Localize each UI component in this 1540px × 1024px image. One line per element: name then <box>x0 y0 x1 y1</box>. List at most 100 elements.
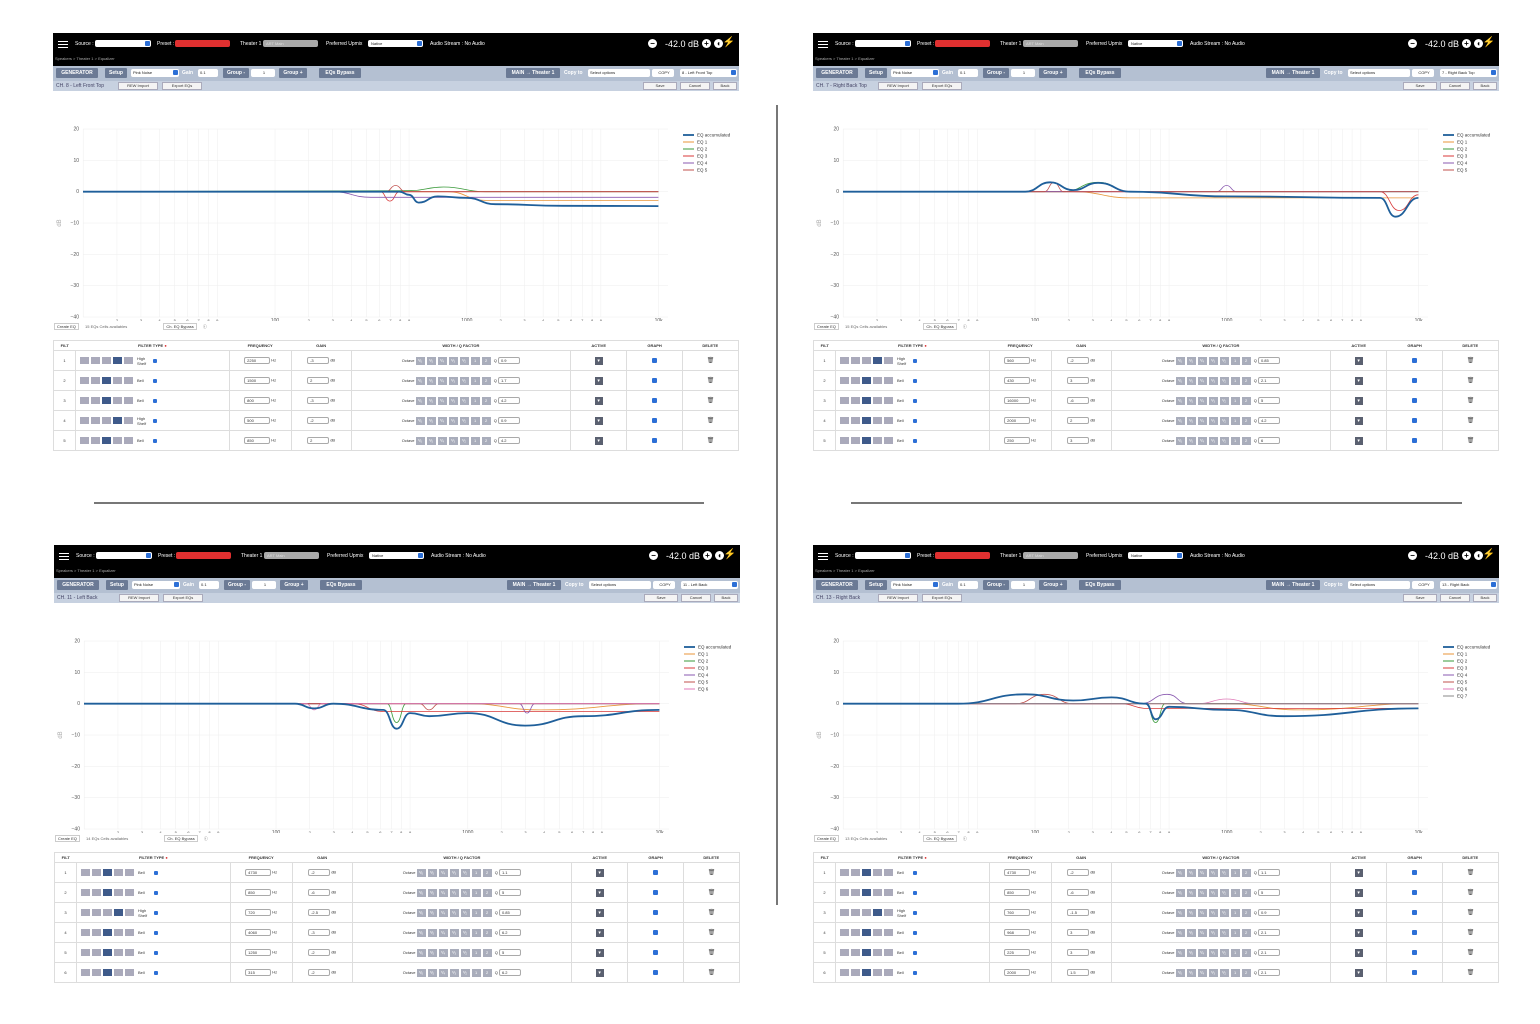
filter-type-icon[interactable] <box>850 417 860 424</box>
gain-input[interactable]: -2.5 <box>308 909 331 916</box>
octave-option[interactable]: ⅟₂ <box>1219 376 1229 385</box>
filter-type-icon[interactable] <box>124 909 134 916</box>
q-input[interactable]: 2.1 <box>1257 949 1280 956</box>
q-input[interactable]: 5 <box>1257 889 1280 896</box>
frequency-input[interactable]: 315 <box>245 969 272 976</box>
octave-option[interactable]: ⅟₂ <box>460 888 470 897</box>
trash-icon[interactable]: 🗑 <box>1466 438 1475 444</box>
copy-button[interactable]: COPY <box>653 581 675 589</box>
octave-option[interactable]: ⅟₃ <box>1208 356 1218 365</box>
q-input[interactable]: 1.1 <box>1257 869 1280 876</box>
octave-option[interactable]: ⅟₃ <box>449 928 459 937</box>
octave-option[interactable]: 1 <box>1230 948 1240 957</box>
group-minus-button[interactable]: Group - <box>983 580 1009 590</box>
filter-type-icon[interactable] <box>113 889 123 896</box>
filter-type-icon[interactable] <box>80 969 90 976</box>
octave-option[interactable]: 2 <box>482 948 492 957</box>
q-input[interactable]: 4.2 <box>1257 417 1280 424</box>
frequency-input[interactable]: 760 <box>1004 909 1031 916</box>
octave-option[interactable]: ⅟₄ <box>1197 356 1207 365</box>
noise-select[interactable]: Pink Noise <box>891 69 939 77</box>
octave-option[interactable]: ⅟₆ <box>416 908 426 917</box>
q-input[interactable]: 1.1 <box>498 869 521 876</box>
q-input[interactable]: 2.1 <box>1257 929 1280 936</box>
save-button[interactable]: Save <box>644 594 678 602</box>
info-icon[interactable] <box>152 418 157 423</box>
octave-option[interactable]: ⅟₆ <box>1175 948 1185 957</box>
group-minus-button[interactable]: Group - <box>224 580 250 590</box>
volume-down-icon[interactable]: − <box>648 39 657 48</box>
filter-type-icon[interactable] <box>80 889 90 896</box>
gain-input[interactable]: -2 <box>308 949 331 956</box>
octave-option[interactable]: ⅟₃ <box>448 396 458 405</box>
filter-type-icon[interactable] <box>883 357 893 364</box>
filter-type-icon[interactable] <box>79 377 89 384</box>
filter-type-icon[interactable] <box>113 929 123 936</box>
octave-option[interactable]: ⅟₆ <box>1175 908 1185 917</box>
octave-option[interactable]: ⅟₅ <box>1186 376 1196 385</box>
octave-option[interactable]: ⅟₄ <box>438 908 448 917</box>
volume-down-icon[interactable]: − <box>1408 551 1417 560</box>
octave-option[interactable]: ⅟₅ <box>426 416 436 425</box>
octave-option[interactable]: ⅟₂ <box>460 928 470 937</box>
setup-button[interactable]: Setup <box>106 580 128 590</box>
info-icon[interactable] <box>912 418 917 423</box>
theater-select[interactable]: ART Main <box>1023 40 1078 47</box>
filter-type-icon[interactable] <box>839 969 849 976</box>
graph-checkbox[interactable] <box>1412 929 1418 935</box>
octave-option[interactable]: ⅟₆ <box>416 948 426 957</box>
filter-type-icon[interactable] <box>102 949 112 956</box>
q-input[interactable]: 1.7 <box>497 377 520 384</box>
eq-bypass-button[interactable]: EQs Bypass <box>319 68 361 78</box>
octave-option[interactable]: 1 <box>1230 416 1240 425</box>
octave-option[interactable]: 1 <box>471 908 481 917</box>
octave-option[interactable]: ⅟₂ <box>459 416 469 425</box>
filter-type-icon[interactable] <box>80 929 90 936</box>
q-input[interactable]: 6 <box>1257 437 1280 444</box>
generator-button[interactable]: GENERATOR <box>816 580 858 590</box>
filter-type-icon[interactable] <box>124 949 134 956</box>
active-toggle[interactable]: ▾ <box>594 356 603 365</box>
q-input[interactable]: 6.2 <box>498 929 521 936</box>
octave-option[interactable]: 2 <box>1241 968 1251 977</box>
octave-option[interactable]: ⅟₄ <box>1197 888 1207 897</box>
setup-button[interactable]: Setup <box>865 68 887 78</box>
filter-type-icon[interactable] <box>861 949 871 956</box>
octave-option[interactable]: ⅟₄ <box>1197 968 1207 977</box>
filter-type-icon[interactable] <box>850 377 860 384</box>
graph-checkbox[interactable] <box>1412 357 1418 363</box>
filter-type-icon[interactable] <box>861 357 871 364</box>
octave-option[interactable]: ⅟₆ <box>1175 868 1185 877</box>
octave-option[interactable]: ⅟₄ <box>437 376 447 385</box>
active-toggle[interactable]: ▾ <box>1354 888 1363 897</box>
graph-checkbox[interactable] <box>652 377 658 383</box>
octave-option[interactable]: ⅟₂ <box>1219 416 1229 425</box>
octave-option[interactable]: 1 <box>471 968 481 977</box>
trash-icon[interactable]: 🗑 <box>1466 870 1475 876</box>
theater-select[interactable]: ART Main <box>264 552 319 559</box>
filter-type-icon[interactable] <box>861 929 871 936</box>
graph-checkbox[interactable] <box>653 909 659 915</box>
octave-option[interactable]: ⅟₄ <box>1197 868 1207 877</box>
q-input[interactable]: 2.1 <box>1257 377 1280 384</box>
trash-icon[interactable]: 🗑 <box>1466 418 1475 424</box>
frequency-input[interactable]: 720 <box>245 909 272 916</box>
octave-option[interactable]: ⅟₅ <box>1186 416 1196 425</box>
info-icon[interactable] <box>912 910 917 915</box>
octave-option[interactable]: 2 <box>481 436 491 445</box>
channel-bypass-button[interactable]: Ch. EQ Bypass <box>923 835 957 842</box>
active-toggle[interactable]: ▾ <box>595 868 604 877</box>
create-eq-button[interactable]: Create EQ <box>814 323 839 330</box>
q-input[interactable]: 0.85 <box>498 909 521 916</box>
filter-type-icon[interactable] <box>872 929 882 936</box>
octave-option[interactable]: 2 <box>481 396 491 405</box>
filter-type-icon[interactable] <box>102 869 112 876</box>
gain-input[interactable]: 1.5 <box>1067 969 1090 976</box>
setup-button[interactable]: Setup <box>865 580 887 590</box>
filter-type-icon[interactable] <box>124 889 134 896</box>
breadcrumb[interactable]: Speakers > Theater 1 > Equalizer <box>815 56 875 61</box>
frequency-input[interactable]: 4730 <box>1004 869 1031 876</box>
octave-option[interactable]: ⅟₂ <box>1219 868 1229 877</box>
octave-option[interactable]: ⅟₆ <box>1175 416 1185 425</box>
power-icon[interactable]: ⚡ <box>722 37 735 48</box>
